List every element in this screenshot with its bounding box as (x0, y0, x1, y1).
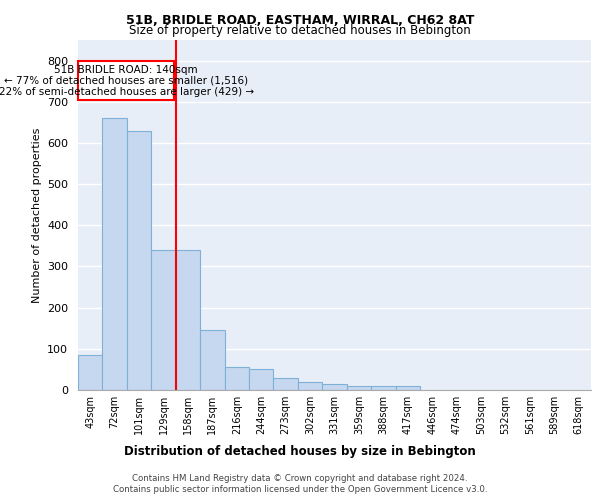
Bar (176, 250, 200, 390)
Bar (78, 60, 175, 100)
Bar (322, 384, 347, 390)
Text: ← 77% of detached houses are smaller (1,516): ← 77% of detached houses are smaller (1,… (4, 76, 248, 86)
Text: 51B, BRIDLE ROAD, EASTHAM, WIRRAL, CH62 8AT: 51B, BRIDLE ROAD, EASTHAM, WIRRAL, CH62 … (126, 14, 474, 27)
Text: 51B BRIDLE ROAD: 140sqm: 51B BRIDLE ROAD: 140sqm (55, 64, 198, 74)
Bar (395, 386, 420, 390)
Bar (249, 370, 274, 390)
Bar (371, 386, 395, 390)
Y-axis label: Number of detached properties: Number of detached properties (32, 128, 41, 302)
Text: 22% of semi-detached houses are larger (429) →: 22% of semi-detached houses are larger (… (0, 87, 254, 97)
Text: Distribution of detached houses by size in Bebington: Distribution of detached houses by size … (124, 444, 476, 458)
Bar (151, 250, 176, 390)
Bar (298, 382, 322, 390)
Bar (200, 330, 224, 390)
Text: Contains HM Land Registry data © Crown copyright and database right 2024.
Contai: Contains HM Land Registry data © Crown c… (113, 474, 487, 494)
Bar (347, 386, 371, 390)
Bar (103, 118, 127, 390)
Text: Size of property relative to detached houses in Bebington: Size of property relative to detached ho… (129, 24, 471, 37)
Bar (274, 378, 298, 390)
Bar (224, 368, 249, 390)
Bar (127, 130, 151, 390)
Bar (78, 355, 103, 390)
